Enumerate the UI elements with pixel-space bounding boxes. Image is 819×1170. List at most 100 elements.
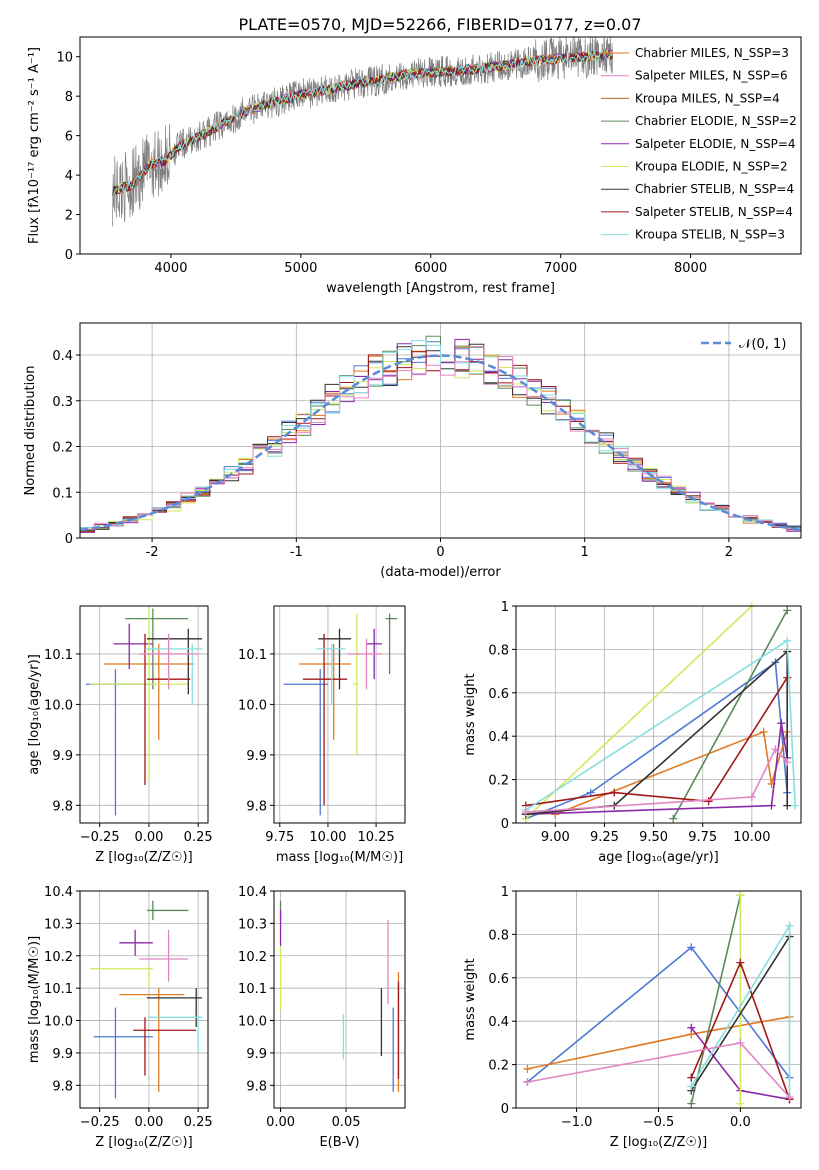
mass_vs_ebv-xtick-label-0: 0.00 (266, 1115, 295, 1130)
weight_vs_age-xtick-label-0: 9.00 (541, 830, 570, 845)
weight_vs_age-marker-7-2 (791, 801, 800, 810)
weight_vs_age-marker-8-1 (747, 792, 756, 801)
spectrum-plot-area (112, 37, 614, 227)
weight_vs_z-series-5 (690, 936, 791, 1092)
weight_vs_z-xtick-label-1: −0.5 (643, 1115, 675, 1130)
spectrum-legend-label-3: Chabrier ELODIE, N_SSP=2 (635, 114, 797, 128)
spectrum-xtick-label-1: 5000 (284, 261, 317, 276)
mass_vs_ebv-ytick-label-1: 9.9 (246, 1047, 267, 1062)
mass_vs_ebv-xlabel: E(B-V) (319, 1135, 359, 1150)
weight_vs_z-xtick-label-2: 0.0 (730, 1115, 751, 1130)
weight_vs_age-xlabel: age [log₁₀(age/yr)] (598, 850, 719, 865)
spectrum-ytick-label-1: 2 (65, 209, 73, 224)
mass_vs_z-panel: −0.25 0.00 0.25 9.8 9.9 10.0 10.1 10.2 10.3 10.4 Z… (27, 885, 213, 1150)
mass_vs_z-ytick-label-3: 10.1 (44, 982, 73, 997)
weight_vs_z-marker-8-0 (523, 1077, 532, 1086)
mass_vs_ebv-ytick-label-0: 9.8 (246, 1079, 267, 1094)
spectrum-ytick-label-4: 8 (65, 90, 73, 105)
spectrum-legend-label-6: Chabrier STELIB, N_SSP=4 (635, 182, 794, 196)
weight_vs_age-ytick-label-5: 1 (501, 600, 509, 615)
mass_vs_ebv-frame (273, 890, 406, 1109)
weight_vs_age-series-1 (555, 730, 788, 816)
weight_vs_age-xtick-label-2: 9.50 (639, 830, 668, 845)
residuals-xtick-label-2: 0 (436, 545, 444, 560)
age_vs_mass-xtick-label-0: 9.75 (265, 830, 294, 845)
weight_vs_age-marker-3-2 (777, 719, 786, 728)
spectrum-legend-label-4: Salpeter ELODIE, N_SSP=4 (635, 137, 796, 151)
weight_vs_age-series-8 (525, 747, 788, 813)
residuals-ytick-label-0: 0 (65, 532, 73, 547)
age_vs_z-ylabel: age [log₁₀(age/yr)] (27, 654, 42, 775)
mass_vs_ebv-ytick-label-3: 10.1 (238, 982, 267, 997)
age_vs_mass-xlabel: mass [log₁₀(M/M☉)] (276, 850, 403, 865)
mass_vs_ebv-ytick-label-5: 10.3 (238, 917, 267, 932)
spectrum-xtick-label-2: 6000 (414, 261, 447, 276)
mass_vs_z-xtick-label-2: 0.25 (184, 1115, 213, 1130)
weight_vs_age-ytick-label-3: 0.6 (488, 687, 509, 702)
weight_vs_z-xtick-label-0: −1.0 (561, 1115, 593, 1130)
age_vs_mass-xtick-label-1: 10.00 (309, 830, 346, 845)
spectrum-xtick-label-0: 4000 (154, 261, 187, 276)
weight_vs_z-marker-6-1 (736, 958, 745, 967)
mass_vs_z-xlabel: Z [log₁₀(Z/Z☉)] (95, 1135, 192, 1150)
age_vs_mass-xtick-label-2: 10.25 (357, 830, 394, 845)
weight_vs_z-ytick-label-5: 1 (501, 885, 509, 900)
mass_vs_z-ytick-label-4: 10.2 (44, 950, 73, 965)
spectrum-xlabel: wavelength [Angstrom, rest frame] (326, 281, 555, 296)
weight_vs_age-series-3 (525, 723, 788, 816)
weight_vs_z-ytick-label-0: 0 (501, 1102, 509, 1117)
mass_vs_z-ytick-label-6: 10.4 (44, 885, 73, 900)
mass_vs_z-xtick-label-0: −0.25 (80, 1115, 120, 1130)
residuals-xlabel: (data-model)/error (380, 565, 501, 580)
spectrum-ytick-label-0: 0 (65, 248, 73, 263)
age_vs_mass-frame (273, 605, 406, 824)
spectrum-ytick-label-3: 6 (65, 130, 73, 145)
weight_vs_age-marker-8-2 (771, 745, 780, 754)
mass_vs_z-ytick-label-5: 10.3 (44, 917, 73, 932)
age_vs_z-xtick-label-1: 0.00 (134, 830, 163, 845)
age_vs_mass-ytick-label-2: 10.0 (238, 698, 267, 713)
weight_vs_age-xtick-label-1: 9.25 (590, 830, 619, 845)
mass_vs_ebv-ytick-label-2: 10.0 (238, 1015, 267, 1030)
residuals-normal-curve (79, 354, 802, 532)
weight_vs_age-xtick-label-3: 9.75 (688, 830, 717, 845)
spectrum-legend-label-1: Salpeter MILES, N_SSP=6 (635, 69, 788, 83)
weight_vs_age-xtick-label-4: 10.00 (733, 830, 770, 845)
weight_vs_z-ytick-label-4: 0.8 (488, 928, 509, 943)
residuals-legend-label: 𝒩(0, 1) (739, 337, 786, 352)
weight_vs_age-ytick-label-1: 0.2 (488, 774, 509, 789)
weight_vs_age-marker-1-1 (759, 727, 768, 736)
weight_vs_age-ylabel: mass weight (463, 673, 478, 755)
weight_vs_age-series-6 (525, 677, 788, 807)
weight_vs_age-marker-8-3 (783, 758, 792, 767)
spectrum-legend-label-5: Kroupa ELODIE, N_SSP=2 (635, 160, 788, 174)
residuals-xtick-label-0: -2 (146, 545, 159, 560)
residuals-histogram-8 (80, 346, 801, 531)
mass_vs_ebv-panel: 0.00 0.05 9.8 9.9 10.0 10.1 10.2 10.3 10.4 E(B-V) (238, 885, 406, 1150)
weight_vs_age-ytick-label-0: 0 (501, 817, 509, 832)
residuals-xtick-label-3: 1 (581, 545, 589, 560)
spectrum-legend-label-7: Salpeter STELIB, N_SSP=4 (635, 205, 793, 219)
weight_vs_z-panel: −1.0 −0.5 0.0 0 0.2 0.4 0.6 0.8 1 Z [log₁₀(Z/Z☉)]… (463, 885, 802, 1150)
weight_vs_age-marker-6-2 (704, 797, 713, 806)
age_vs_z-xtick-label-0: −0.25 (80, 830, 120, 845)
spectrum-legend-label-8: Kroupa STELIB, N_SSP=3 (635, 228, 785, 242)
mass_vs_ebv-ytick-label-6: 10.4 (238, 885, 267, 900)
weight_vs_z-marker-4-0 (736, 891, 745, 900)
mass_vs_z-xtick-label-1: 0.00 (134, 1115, 163, 1130)
age_vs_z-panel: −0.25 0.00 0.25 9.8 9.9 10.0 10.1 Z [log₁₀(Z/Z☉… (27, 605, 213, 865)
spectrum-xtick-label-3: 7000 (544, 261, 577, 276)
weight_vs_age-marker-2-0 (669, 814, 678, 823)
weight_vs_age-marker-6-3 (783, 673, 792, 682)
mass_vs_z-ytick-label-0: 9.8 (52, 1079, 73, 1094)
spectrum-ytick-label-2: 4 (65, 169, 73, 184)
mass_vs_z-frame (79, 890, 209, 1109)
weight_vs_age-series-4 (525, 605, 753, 820)
weight_vs_z-marker-7-1 (785, 921, 794, 930)
weight_vs_z-xlabel: Z [log₁₀(Z/Z☉)] (610, 1135, 707, 1150)
age_vs_mass-ytick-label-1: 9.9 (246, 749, 267, 764)
residuals-panel: -2 -1 0 1 2 0 0.1 0.2 0.3 0.4 (data-model)/error No… (23, 322, 802, 580)
weight_vs_z-marker-2-0 (687, 1099, 696, 1108)
